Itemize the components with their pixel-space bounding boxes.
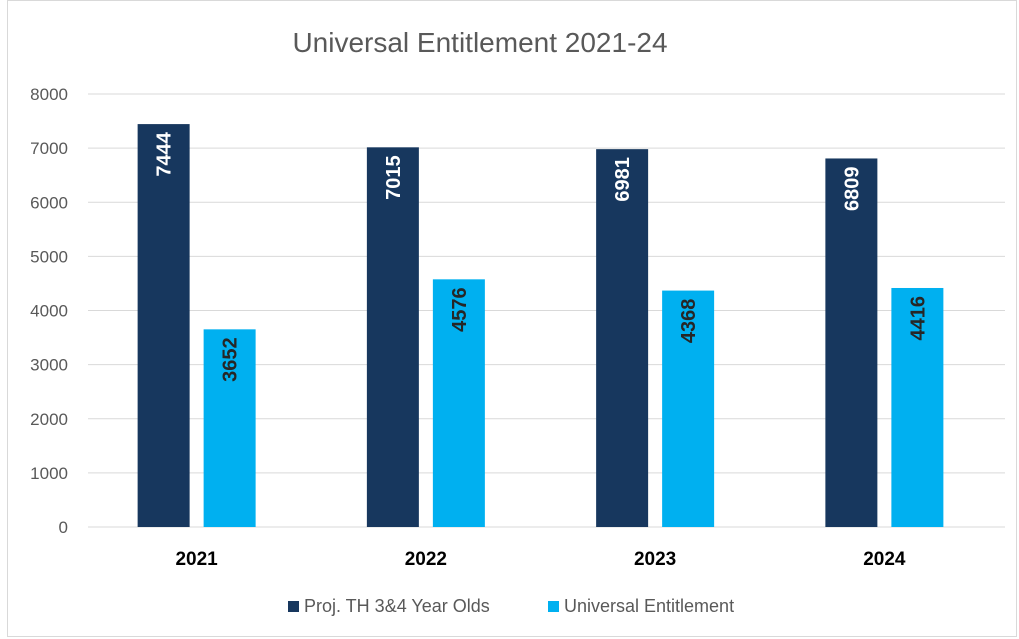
y-tick-label: 2000 <box>30 410 68 429</box>
x-tick-label: 2023 <box>634 549 676 570</box>
data-label: 6981 <box>612 157 634 202</box>
legend: Proj. TH 3&4 Year Olds Universal Entitlem… <box>288 596 734 616</box>
legend-label: Proj. TH 3&4 Year Olds <box>304 596 490 616</box>
bar-2021-series-1 <box>137 124 190 527</box>
data-label: 4576 <box>449 287 471 332</box>
x-tick-label: 2024 <box>863 549 906 570</box>
x-tick-label: 2021 <box>175 549 218 570</box>
y-tick-label: 6000 <box>30 193 68 212</box>
legend-swatch <box>548 601 559 612</box>
data-label: 4368 <box>678 299 700 344</box>
x-tick-label: 2022 <box>405 549 447 570</box>
bar-2024-series-2 <box>891 287 944 527</box>
bar-2024-series-1 <box>825 158 878 527</box>
bar-2023-series-1 <box>596 149 649 527</box>
y-tick-label: 7000 <box>30 139 68 158</box>
y-tick-label: 3000 <box>30 356 68 375</box>
y-tick-label: 5000 <box>30 247 68 266</box>
data-label: 3652 <box>220 337 242 382</box>
data-label: 7444 <box>154 131 176 176</box>
chart-title: Universal Entitlement 2021-24 <box>292 27 667 58</box>
bar-2022-series-2 <box>432 279 485 527</box>
data-label: 6809 <box>841 166 863 211</box>
bar-2023-series-2 <box>662 290 715 527</box>
legend-label: Universal Entitlement <box>564 596 734 616</box>
legend-swatch <box>288 601 299 612</box>
y-tick-label: 4000 <box>30 302 68 321</box>
bar-2022-series-1 <box>366 147 419 528</box>
y-tick-label: 1000 <box>30 464 68 483</box>
y-tick-label: 8000 <box>30 85 68 104</box>
data-label: 4416 <box>907 296 929 341</box>
x-axis: 2021 2022 2023 2024 <box>175 549 905 570</box>
bar-2021-series-2 <box>203 329 256 527</box>
data-label: 7015 <box>383 155 405 200</box>
y-tick-label: 0 <box>59 518 68 537</box>
bars: 7444 3652 7015 4576 6981 4368 6809 4416 <box>137 124 944 528</box>
y-axis: 0 1000 2000 3000 4000 5000 6000 7000 8000 <box>30 85 68 537</box>
